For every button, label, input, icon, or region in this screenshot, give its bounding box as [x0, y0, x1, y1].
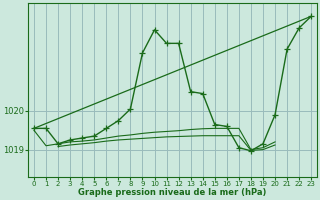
X-axis label: Graphe pression niveau de la mer (hPa): Graphe pression niveau de la mer (hPa) — [78, 188, 267, 197]
